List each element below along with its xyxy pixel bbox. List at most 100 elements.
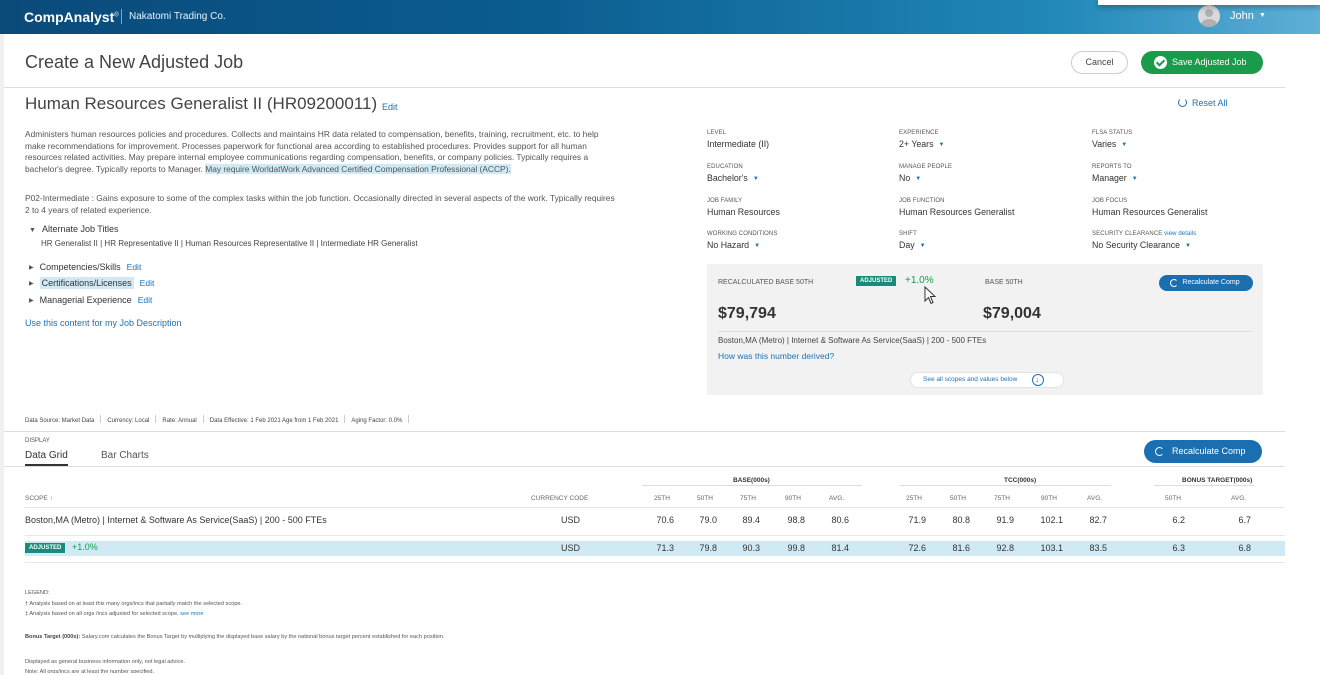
caret-down-icon: ▼ — [754, 243, 761, 249]
col-header: AVG. — [829, 495, 845, 502]
currency-cell: USD — [560, 543, 580, 553]
avatar[interactable] — [1198, 5, 1220, 27]
value-cell: 90.3 — [742, 543, 760, 553]
legend-line: ‡ Analysis based on all orgs /incs adjus… — [25, 611, 204, 617]
legend-line: † Analysis based on at least this many o… — [25, 601, 243, 607]
dropdown-popup-edge — [1098, 0, 1320, 5]
legend-note: Note: All orgs/incs are at least the num… — [25, 669, 155, 673]
attr-security-clearance[interactable]: SECURITY CLEARANCE view details No Secur… — [1092, 231, 1197, 250]
how-derived-link[interactable]: How was this number derived? — [718, 351, 835, 361]
group-underline — [899, 485, 1111, 486]
value-cell: 71.9 — [908, 515, 926, 525]
top-bar: CompAnalyst® Nakatomi Trading Co. John ▼ — [0, 0, 1320, 34]
attr-education[interactable]: EDUCATION Bachelor's ▼ — [707, 164, 759, 183]
value-cell: 89.4 — [742, 515, 760, 525]
alternate-titles-toggle[interactable]: ▼ Alternate Job Titles — [29, 224, 119, 234]
group-header-tcc: TCC(000s) — [1004, 477, 1037, 484]
divider — [718, 331, 1252, 332]
section-certifications[interactable]: ▶ Certifications/Licenses Edit — [29, 277, 155, 289]
attr-reports-to[interactable]: REPORTS TO Manager ▼ — [1092, 164, 1138, 183]
check-icon — [1154, 56, 1167, 69]
competencies-edit-link[interactable]: Edit — [126, 262, 142, 272]
row-divider — [25, 507, 1285, 508]
attr-shift[interactable]: SHIFT Day ▼ — [899, 231, 926, 250]
adjustment-percent: +1.0% — [72, 542, 98, 552]
caret-down-icon: ▼ — [915, 176, 922, 182]
brand-logo[interactable]: CompAnalyst® — [24, 9, 119, 25]
caret-down-icon: ▼ — [919, 243, 926, 249]
section-managerial-experience[interactable]: ▶ Managerial Experience Edit — [29, 295, 153, 305]
chevron-down-icon[interactable]: ▼ — [1259, 12, 1266, 19]
adjusted-badge: ADJUSTED — [856, 276, 897, 286]
value-cell: 6.2 — [1172, 515, 1185, 525]
job-title: Human Resources Generalist II (HR0920001… — [25, 94, 378, 113]
caret-down-icon: ▼ — [752, 176, 759, 182]
attr-manage-people[interactable]: MANAGE PEOPLE No ▼ — [899, 164, 952, 183]
base-value: $79,004 — [983, 305, 1041, 322]
certifications-edit-link[interactable]: Edit — [139, 278, 155, 288]
currency-column-header: CURRENCY CODE — [531, 495, 589, 502]
group-underline — [642, 485, 862, 486]
section-competencies[interactable]: ▶ Competencies/Skills Edit — [29, 262, 142, 272]
col-header: 75TH — [740, 495, 756, 502]
attr-job-function: JOB FUNCTION Human Resources Generalist — [899, 198, 1015, 217]
value-cell: 103.1 — [1040, 543, 1063, 553]
data-meta-line: Data Source: Market Data Currency: Local R… — [25, 415, 415, 424]
col-header: AVG. — [1087, 495, 1103, 502]
save-label: Save Adjusted Job — [1172, 57, 1247, 67]
see-more-link[interactable]: see more — [180, 611, 204, 617]
divider — [4, 466, 1285, 467]
value-cell: 79.0 — [699, 515, 717, 525]
attr-level: LEVEL Intermediate (II) — [707, 130, 770, 149]
comp-summary-panel: RECALCULATED BASE 50TH ADJUSTED +1.0% BA… — [707, 264, 1263, 395]
tab-bar-charts[interactable]: Bar Charts — [101, 450, 149, 461]
value-cell: 98.8 — [787, 515, 805, 525]
reset-all-link[interactable]: Reset All — [1178, 98, 1228, 108]
caret-down-icon: ▼ — [1185, 243, 1191, 249]
value-cell: 82.7 — [1089, 515, 1107, 525]
col-header: 50TH — [950, 495, 966, 502]
row-divider — [25, 535, 1285, 536]
attr-working-conditions[interactable]: WORKING CONDITIONS No Hazard ▼ — [707, 231, 778, 250]
col-header: 50TH — [697, 495, 713, 502]
job-title-edit-link[interactable]: Edit — [382, 102, 398, 112]
refresh-icon — [1155, 447, 1164, 456]
recalculate-comp-button-small[interactable]: Recalculate Comp — [1159, 275, 1253, 291]
caret-down-icon: ▼ — [938, 142, 945, 148]
group-header-bonus: BONUS TARGET(000s) — [1182, 477, 1253, 484]
scope-column-header[interactable]: SCOPE ↑ — [25, 495, 53, 502]
value-cell: 6.3 — [1172, 543, 1185, 553]
attr-flsa-status[interactable]: FLSA STATUS Varies ▼ — [1092, 130, 1133, 149]
use-content-link[interactable]: Use this content for my Job Description — [25, 318, 182, 328]
job-description: Administers human resources policies and… — [25, 129, 599, 174]
caret-right-icon: ▶ — [29, 298, 34, 304]
user-menu[interactable]: John — [1230, 10, 1254, 22]
save-adjusted-job-button[interactable]: Save Adjusted Job — [1141, 51, 1263, 74]
cancel-button[interactable]: Cancel — [1071, 51, 1128, 74]
scope-cell: Boston,MA (Metro) | Internet & Software … — [25, 515, 327, 525]
value-cell: 99.8 — [787, 543, 805, 553]
managerial-edit-link[interactable]: Edit — [137, 295, 153, 305]
right-panel-edge — [1285, 34, 1320, 675]
value-cell: 91.9 — [996, 515, 1014, 525]
col-header: 50TH — [1165, 495, 1181, 502]
display-label: DISPLAY — [25, 438, 50, 444]
attr-experience[interactable]: EXPERIENCE 2+ Years ▼ — [899, 130, 945, 149]
tab-data-grid[interactable]: Data Grid — [25, 450, 68, 466]
adjustment-percent[interactable]: +1.0% — [905, 275, 934, 286]
attr-job-focus: JOB FOCUS Human Resources Generalist — [1092, 198, 1208, 217]
page-title: Create a New Adjusted Job — [25, 52, 244, 72]
value-cell: 81.6 — [952, 543, 970, 553]
recalculate-comp-button[interactable]: Recalculate Comp — [1144, 440, 1262, 463]
col-header: 25TH — [654, 495, 670, 502]
col-header: 90TH — [785, 495, 801, 502]
view-details-link[interactable]: view details — [1164, 231, 1197, 237]
row-divider — [25, 562, 1285, 563]
see-all-scopes-button[interactable]: See all scopes and values below — [910, 372, 1064, 388]
adjusted-badge: ADJUSTED — [25, 543, 66, 553]
value-cell: 71.3 — [656, 543, 674, 553]
col-header: 25TH — [906, 495, 922, 502]
page-header: Create a New Adjusted Job Cancel Save Ad… — [4, 34, 1285, 88]
legend-bonus: Bonus Target (000s): Salary.com calculat… — [25, 634, 445, 640]
highlighted-requirement: May require WorldatWork Advanced Certifi… — [205, 163, 511, 174]
